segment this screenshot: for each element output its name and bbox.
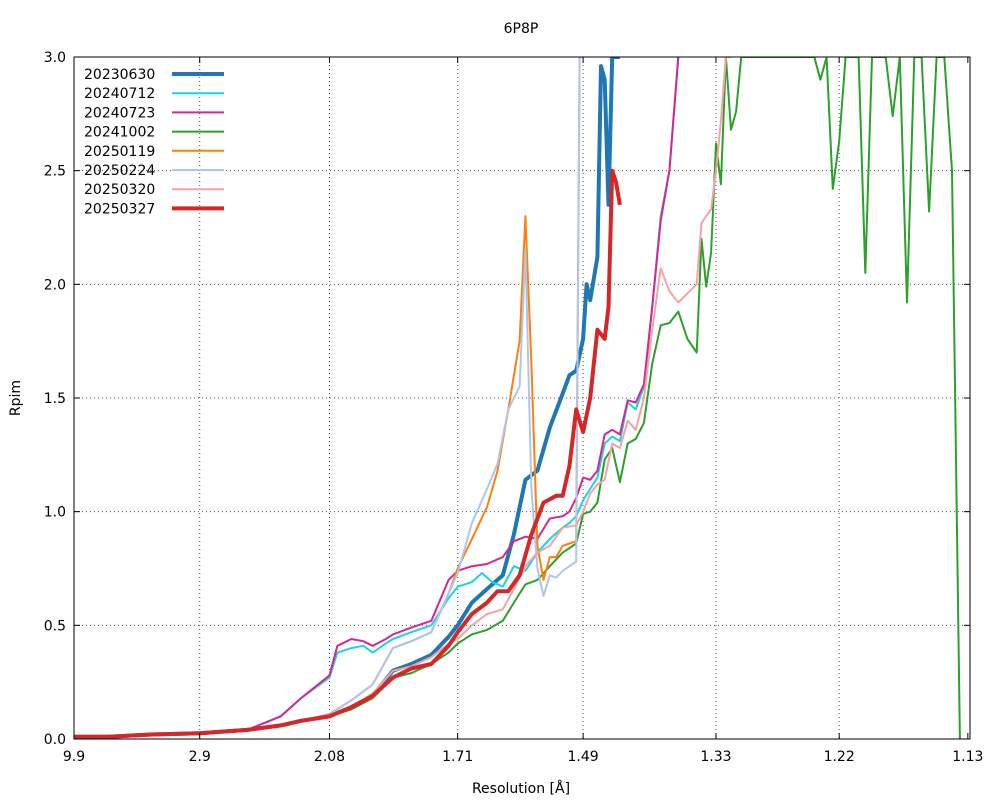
legend-label-20250320: 20250320 <box>84 182 155 198</box>
x-tick-label: 2.08 <box>314 749 345 765</box>
series-lines <box>74 57 961 739</box>
y-tick-label: 0.5 <box>44 618 66 634</box>
series-line-20250327 <box>74 168 622 739</box>
x-tick-label: 1.33 <box>700 749 731 765</box>
y-tick-label: 2.5 <box>44 164 66 180</box>
legend-label-20240712: 20240712 <box>84 86 155 102</box>
x-tick-label: 9.9 <box>63 749 85 765</box>
series-line-20240712 <box>74 57 680 738</box>
y-tick-label: 3.0 <box>44 50 66 66</box>
y-tick-label: 1.5 <box>44 391 66 407</box>
x-tick-label: 2.9 <box>189 749 211 765</box>
y-axis-title: Rpim <box>8 380 24 416</box>
legend-label-20230630: 20230630 <box>84 67 155 83</box>
x-tick-label: 1.13 <box>952 749 983 765</box>
grid <box>74 57 970 739</box>
legend: 20230630 20240712 20240723 20241002 20250119… <box>84 67 224 217</box>
ticks: 9.9 2.9 2.08 1.71 1.49 1.33 1.22 1.13 0.0 0.5 1.0 1… <box>44 50 984 765</box>
x-tick-label: 1.71 <box>442 749 473 765</box>
series-line-20241002 <box>74 57 961 739</box>
series-line-20240723 <box>74 57 680 738</box>
x-axis-title: Resolution [Å] <box>472 780 570 797</box>
legend-label-20250119: 20250119 <box>84 144 155 160</box>
y-tick-label: 2.0 <box>44 277 66 293</box>
chart-title: 6P8P <box>504 21 539 37</box>
y-tick-label: 0.0 <box>44 732 66 748</box>
legend-label-20250327: 20250327 <box>84 201 155 217</box>
legend-label-20250224: 20250224 <box>84 163 155 179</box>
y-tick-label: 1.0 <box>44 505 66 521</box>
legend-label-20240723: 20240723 <box>84 105 155 121</box>
legend-label-20241002: 20241002 <box>84 125 155 141</box>
x-tick-label: 1.22 <box>824 749 855 765</box>
x-tick-label: 1.49 <box>568 749 599 765</box>
